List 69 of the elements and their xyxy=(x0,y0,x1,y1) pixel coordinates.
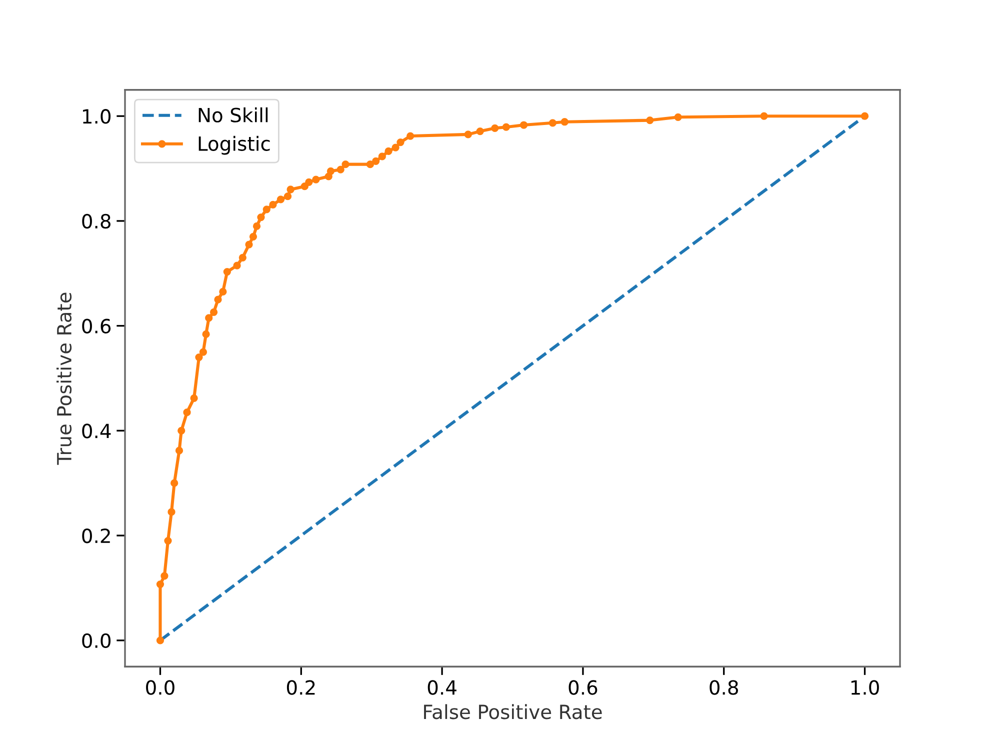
point xyxy=(560,118,568,126)
point xyxy=(396,138,404,146)
point xyxy=(183,408,191,416)
x-tick-label: 0.6 xyxy=(568,680,598,695)
point xyxy=(164,536,172,545)
y-tick-label: 0.4 xyxy=(82,424,111,438)
x-tick-label: 0.0 xyxy=(146,680,174,695)
legend-label: No Skill xyxy=(198,107,268,122)
point xyxy=(342,160,350,168)
point xyxy=(305,178,313,186)
point xyxy=(245,240,253,248)
point xyxy=(476,127,484,136)
point xyxy=(233,262,241,270)
point xyxy=(502,123,510,131)
y-tick-label: 0.8 xyxy=(82,214,110,229)
point xyxy=(214,296,222,304)
point xyxy=(190,394,198,402)
y-tick-label: 0.6 xyxy=(82,318,111,334)
y-tick-label: 1.0 xyxy=(83,109,111,124)
point xyxy=(548,119,556,127)
point xyxy=(312,176,320,184)
point xyxy=(372,157,380,166)
point xyxy=(262,206,270,214)
point xyxy=(300,182,308,190)
point xyxy=(160,572,168,580)
point xyxy=(223,268,231,276)
x-axis-title: False Positive Rate xyxy=(424,704,602,720)
point xyxy=(520,121,528,129)
point xyxy=(199,348,208,356)
point xyxy=(202,330,210,338)
point xyxy=(170,479,178,487)
point xyxy=(168,508,176,516)
point xyxy=(491,124,499,132)
y-axis-title: True Positive Rate xyxy=(56,292,72,465)
point xyxy=(210,308,218,316)
point xyxy=(384,147,392,156)
point xyxy=(175,446,184,454)
point xyxy=(406,132,414,140)
point xyxy=(674,113,682,121)
point xyxy=(336,166,344,174)
point xyxy=(286,186,294,194)
point xyxy=(760,112,768,120)
legend-label: Logistic xyxy=(198,136,270,155)
point xyxy=(257,213,265,222)
point xyxy=(156,580,164,588)
point xyxy=(378,152,386,160)
point xyxy=(219,288,227,296)
point xyxy=(269,200,277,209)
point xyxy=(860,112,869,120)
point xyxy=(178,426,186,434)
y-tick-label: 0.2 xyxy=(82,528,110,544)
point xyxy=(156,636,164,644)
x-tick-label: 0.2 xyxy=(286,680,315,695)
point xyxy=(646,116,654,124)
point xyxy=(284,192,292,200)
point xyxy=(238,254,246,262)
point xyxy=(195,353,203,362)
x-tick-label: 0.4 xyxy=(428,680,456,695)
point xyxy=(276,196,285,204)
point xyxy=(366,160,374,168)
y-tick-label: 0.0 xyxy=(82,633,111,648)
point xyxy=(249,232,258,241)
x-tick-label: 0.8 xyxy=(710,680,738,695)
point xyxy=(326,167,335,175)
point xyxy=(252,222,261,230)
point xyxy=(464,130,472,138)
point xyxy=(205,314,213,322)
x-tick-label: 1.0 xyxy=(851,680,879,695)
point xyxy=(392,144,400,152)
